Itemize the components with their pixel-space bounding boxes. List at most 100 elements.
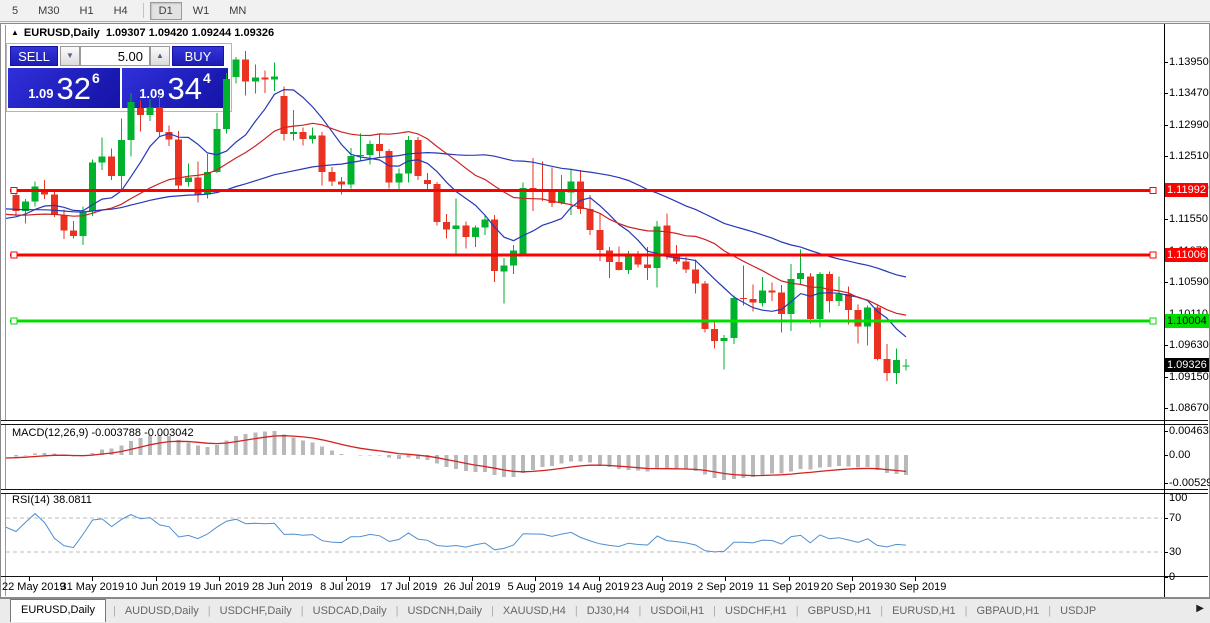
hline-price-label: 1.11992 xyxy=(1165,183,1208,198)
tab-usdcnh-daily[interactable]: USDCNH,Daily xyxy=(407,605,483,617)
spin-down-icon: ▼ xyxy=(66,51,74,60)
date-label: 30 Sep 2019 xyxy=(883,581,947,593)
date-tick xyxy=(662,577,663,581)
rsi-label: RSI(14) 38.0811 xyxy=(12,494,92,506)
tab-gbpusd-h1[interactable]: GBPUSD,H1 xyxy=(807,605,872,617)
tab-separator: | xyxy=(713,605,717,617)
date-tick xyxy=(915,577,917,581)
tab-xauusd-h4[interactable]: XAUUSD,H4 xyxy=(502,605,566,617)
price-tick-label: 70 xyxy=(1169,512,1182,525)
axis-tick xyxy=(1164,156,1168,158)
date-label: 31 May 2019 xyxy=(60,581,125,593)
price-tick-label: 1.09630 xyxy=(1169,339,1209,352)
tab-gbpaud-h1[interactable]: GBPAUD,H1 xyxy=(976,605,1040,617)
volume-input[interactable] xyxy=(80,46,150,66)
tab-usdjp[interactable]: USDJP xyxy=(1060,605,1097,617)
timeframe-toolbar: 5 M30 H1 H4 D1 W1 MN xyxy=(0,0,1210,22)
timeframe-button-5[interactable]: 5 xyxy=(12,4,19,17)
chart-ohlc-values: 1.09307 1.09420 1.09244 1.09326 xyxy=(105,27,275,39)
date-label: 20 Sep 2019 xyxy=(820,581,884,593)
timeframe-button-w1[interactable]: W1 xyxy=(192,4,210,17)
chart-window[interactable] xyxy=(0,23,1210,598)
date-tick xyxy=(725,577,727,581)
tab-separator: | xyxy=(574,605,578,617)
price-tick-label: 1.09150 xyxy=(1169,370,1209,383)
date-label: 11 Sep 2019 xyxy=(757,581,820,593)
price-axis[interactable]: 1.139501.134701.129901.125101.120301.115… xyxy=(1164,24,1210,597)
price-tick-label: 1.12990 xyxy=(1169,118,1209,131)
price-tick-label: 100 xyxy=(1169,492,1188,504)
date-tick xyxy=(155,577,157,581)
tab-usdchf-h1[interactable]: USDCHF,H1 xyxy=(725,605,787,617)
collapse-panel-icon[interactable]: ▲ xyxy=(11,28,19,37)
macd-pane[interactable] xyxy=(6,424,1162,488)
tab-audusd-daily[interactable]: AUDUSD,Daily xyxy=(124,605,199,617)
date-label: 10 Jun 2019 xyxy=(125,581,186,593)
bid-price-prefix: 1.09 xyxy=(28,86,54,101)
timeframe-button-h4[interactable]: H4 xyxy=(113,4,128,17)
tab-usdchf-daily[interactable]: USDCHF,Daily xyxy=(219,605,292,617)
date-label: 26 Jul 2019 xyxy=(443,581,501,593)
tab-separator: | xyxy=(964,605,968,617)
date-tick xyxy=(535,577,537,581)
tab-eurusd-h1[interactable]: EURUSD,H1 xyxy=(892,605,956,617)
date-tick xyxy=(788,577,790,581)
tab-usdoil-h1[interactable]: USDOil,H1 xyxy=(650,605,705,617)
price-tick-label: 1.13950 xyxy=(1169,56,1209,68)
timeframe-button-h1[interactable]: H1 xyxy=(79,4,94,17)
date-tick xyxy=(851,577,853,581)
price-chart-pane[interactable] xyxy=(6,24,1162,419)
price-tick-label: 1.11550 xyxy=(1169,213,1208,226)
tab-separator: | xyxy=(112,605,116,617)
timeframe-button-mn[interactable]: MN xyxy=(229,4,247,17)
timeframe-button-m30[interactable]: M30 xyxy=(38,4,60,17)
tab-dj30-h4[interactable]: DJ30,H4 xyxy=(586,605,630,617)
volume-up-button[interactable]: ▲ xyxy=(150,46,170,66)
price-tick-label: 0.00 xyxy=(1169,449,1191,461)
buy-button[interactable]: BUY xyxy=(172,46,224,66)
chart-tab-bar: EURUSD,Daily | AUDUSD,Daily | USDCHF,Daily | U… xyxy=(0,598,1210,623)
sell-button[interactable]: SELL xyxy=(10,46,58,66)
date-label: 28 Jun 2019 xyxy=(251,581,313,593)
chart-bottom-border xyxy=(1,576,1208,577)
pane-separator[interactable] xyxy=(1,420,1208,425)
date-tick xyxy=(408,577,410,581)
date-axis[interactable]: 22 May 2019 31 May 2019 10 Jun 2019 19 Jun … xyxy=(2,577,1164,597)
pane-separator[interactable] xyxy=(1,489,1208,494)
rsi-pane[interactable] xyxy=(6,492,1162,576)
tab-separator: | xyxy=(1048,605,1052,617)
axis-tick xyxy=(1164,124,1168,126)
axis-tick xyxy=(1164,493,1168,494)
chart-title: ▲ EURUSD,Daily 1.09307 1.09420 1.09244 1.… xyxy=(11,27,274,39)
date-label: 8 Jul 2019 xyxy=(320,581,371,593)
tab-eurusd-daily[interactable]: EURUSD,Daily xyxy=(10,599,106,622)
window-left-border xyxy=(5,25,6,596)
ask-price-prefix: 1.09 xyxy=(139,86,165,101)
axis-tick xyxy=(1164,430,1168,432)
bid-price-box[interactable]: 1.09 32 6 xyxy=(8,68,120,108)
price-tick-label: -0.00529 xyxy=(1169,476,1210,489)
ask-price-pipette: 4 xyxy=(203,70,211,86)
tab-usdcad-daily[interactable]: USDCAD,Daily xyxy=(312,605,387,617)
tab-separator: | xyxy=(795,605,799,617)
date-tick xyxy=(345,577,347,581)
price-tick-label: 0.00463 xyxy=(1169,424,1209,437)
bid-price-main: 32 xyxy=(56,71,91,106)
axis-tick xyxy=(1164,219,1168,221)
spin-up-icon: ▲ xyxy=(156,51,164,60)
timeframe-button-d1[interactable]: D1 xyxy=(149,1,182,20)
tab-scroll-right-button[interactable]: ▶ xyxy=(1196,603,1204,614)
ask-price-box[interactable]: 1.09 34 4 xyxy=(122,68,228,108)
date-tick xyxy=(92,577,94,581)
price-axis-border xyxy=(1164,24,1165,597)
date-label: 17 Jul 2019 xyxy=(380,581,438,593)
date-tick xyxy=(598,577,600,581)
axis-tick xyxy=(1164,93,1168,95)
date-label: 19 Jun 2019 xyxy=(188,581,250,593)
chart-symbol-label: EURUSD,Daily xyxy=(23,27,100,39)
tab-separator: | xyxy=(638,605,642,617)
axis-tick xyxy=(1164,518,1168,520)
date-label: 23 Aug 2019 xyxy=(631,581,693,593)
toolbar-group-separator xyxy=(142,3,144,18)
volume-down-button[interactable]: ▼ xyxy=(60,46,80,66)
